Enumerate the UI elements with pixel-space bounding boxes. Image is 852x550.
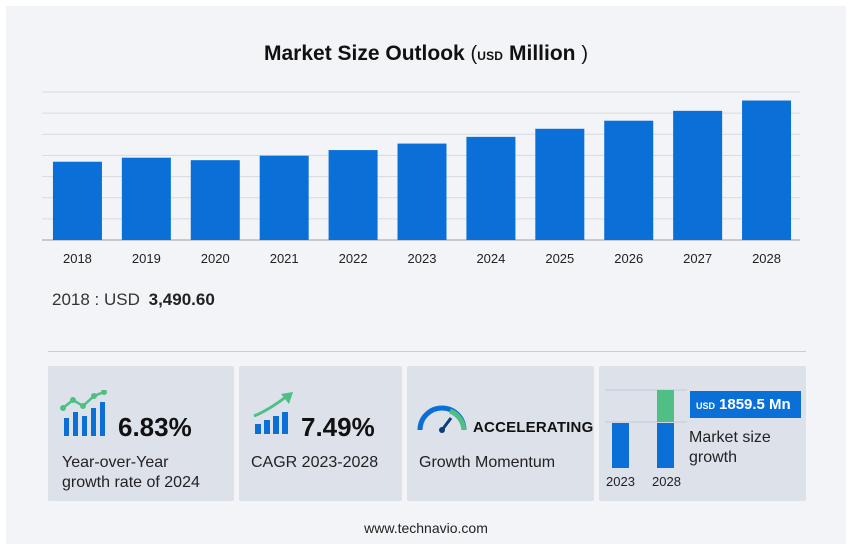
mini-year-end: 2028 [652, 474, 681, 489]
bar-2018 [52, 161, 102, 240]
growth-badge: USD 1859.5 Mn [690, 391, 801, 418]
growth-mini-chart [605, 389, 687, 468]
bar-2027 [673, 110, 723, 240]
bar-2020 [190, 160, 240, 240]
chart-title: Market Size Outlook (USD Million ) [0, 42, 852, 66]
card-market-growth: Market size growth [599, 366, 806, 501]
growth-badge-value: 1859.5 Mn [719, 396, 791, 413]
bar-2021 [259, 155, 309, 240]
title-unit-small: USD [477, 49, 504, 63]
mini-bar-2028 [657, 423, 674, 468]
speedometer-icon [417, 405, 467, 433]
bar-2019 [121, 157, 171, 240]
footer-url: www.technavio.com [364, 520, 488, 536]
momentum-value: ACCELERATING [473, 419, 594, 436]
bar-chart: 2018 2019 2020 2021 2022 2023 2024 2025 2026 2027… [42, 91, 800, 266]
card-yoy: 6.83% Year-over-Year growth rate of 2024 [48, 366, 234, 501]
yoy-value: 6.83% [118, 412, 192, 442]
trend-up-icon [253, 392, 293, 434]
x-tick-label: 2026 [614, 251, 643, 266]
x-tick-label: 2025 [545, 251, 574, 266]
growth-chart-icon [60, 390, 107, 436]
mini-bar-2023 [612, 423, 629, 468]
x-tick-label: 2021 [270, 251, 299, 266]
base-value: 2018 : USD 3,490.60 [52, 290, 215, 310]
growth-badge-unit: USD [696, 401, 716, 411]
yoy-label-line1: Year-over-Year [62, 454, 169, 471]
growth-label-line2: growth [689, 449, 738, 466]
cagr-label: CAGR 2023-2028 [251, 454, 379, 471]
card-cagr: 7.49% CAGR 2023-2028 [239, 366, 402, 501]
x-tick-label: 2020 [201, 251, 230, 266]
base-value-label: 2018 : USD [52, 290, 140, 309]
bar-2023 [397, 143, 447, 240]
x-tick-label: 2024 [476, 251, 505, 266]
divider [48, 351, 806, 352]
momentum-label: Growth Momentum [419, 454, 556, 471]
yoy-label-line2: growth rate of 2024 [62, 474, 200, 491]
bar-2025 [535, 128, 585, 240]
title-close-paren: ) [581, 43, 589, 65]
base-value-number: 3,490.60 [148, 290, 215, 309]
bar-2028 [742, 100, 792, 240]
bar-2022 [328, 150, 378, 240]
bar-2024 [466, 136, 516, 240]
title-open-paren: ( [470, 43, 478, 65]
x-tick-label: 2028 [752, 251, 781, 266]
growth-label-line1: Market size [689, 429, 771, 446]
mini-bar-growth [657, 390, 674, 422]
x-tick-label: 2027 [683, 251, 712, 266]
card-momentum: ACCELERATING Growth Momentum [407, 366, 594, 501]
title-unit-big: Million [509, 42, 576, 65]
mini-year-start: 2023 [606, 474, 635, 489]
cagr-value: 7.49% [301, 412, 375, 442]
bar-2026 [604, 120, 654, 240]
x-tick-label: 2019 [132, 251, 161, 266]
title-main: Market Size Outlook [263, 42, 465, 65]
x-tick-label: 2023 [408, 251, 437, 266]
x-tick-label: 2018 [63, 251, 92, 266]
x-tick-label: 2022 [339, 251, 368, 266]
